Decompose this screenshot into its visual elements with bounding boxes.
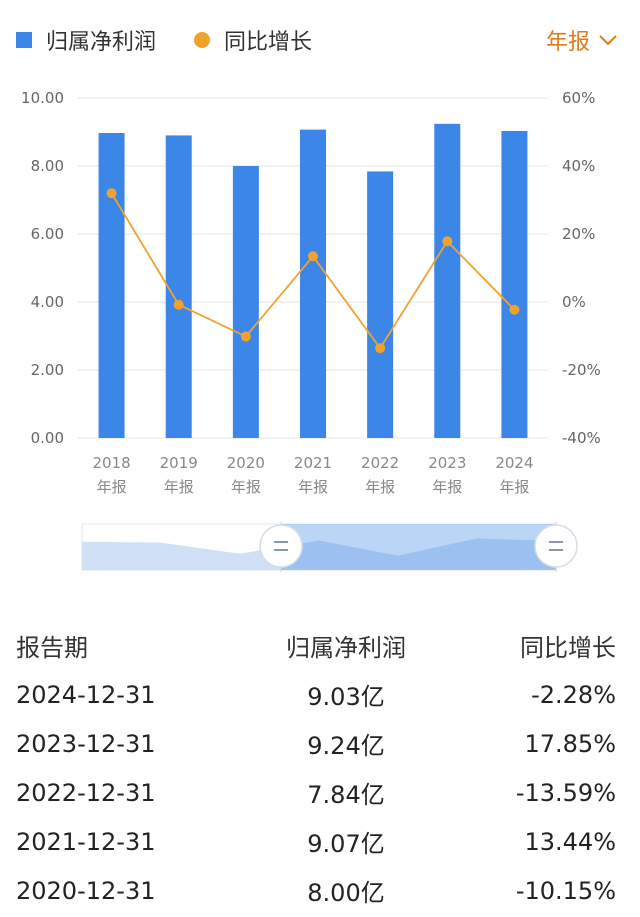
growth-point-2021: [308, 251, 318, 262]
cell-profit: 9.07亿: [307, 830, 385, 858]
header-profit[interactable]: 归属净利润: [286, 633, 406, 662]
growth-point-2024: [509, 304, 520, 315]
growth-point-2023: [442, 236, 453, 247]
cell-date: 2022-12-31: [16, 778, 156, 807]
x-tick-label: 2020: [227, 454, 265, 472]
x-tick-sublabel: 年报: [298, 478, 328, 496]
cell-growth: 13.44%: [524, 827, 616, 856]
x-tick-label: 2018: [92, 454, 130, 472]
growth-point-2019: [173, 299, 184, 310]
x-tick-sublabel: 年报: [432, 478, 462, 496]
bar-profit-2021: [300, 129, 326, 438]
bar-profit-2024: [501, 130, 528, 439]
cell-date: 2023-12-31: [16, 729, 156, 758]
legend-profit-label: 归属净利润: [46, 30, 157, 55]
y-left-tick-label: 0.00: [31, 429, 64, 447]
x-tick-sublabel: 年报: [97, 478, 127, 496]
header-growth[interactable]: 同比增长: [520, 633, 616, 662]
table-row[interactable]: 2022-12-31 7.84亿 -13.59%: [16, 768, 616, 817]
table-header-row: 报告期 归属净利润 同比增长: [16, 620, 616, 670]
bar-profit-2022: [367, 171, 394, 438]
y-left-tick-label: 10.00: [21, 89, 64, 107]
range-slider[interactable]: [0, 518, 640, 578]
line-swatch-icon: [194, 32, 211, 48]
legend-growth-label: 同比增长: [224, 30, 313, 55]
y-left-tick-label: 8.00: [31, 157, 64, 175]
table-row[interactable]: 2023-12-31 9.24亿 17.85%: [16, 719, 616, 768]
y-right-tick-label: -20%: [562, 361, 601, 379]
chevron-down-icon: [598, 28, 618, 53]
bar-profit-2018: [98, 133, 125, 438]
x-tick-sublabel: 年报: [365, 478, 395, 496]
bar-profit-2019: [165, 135, 192, 438]
x-tick-label: 2021: [294, 454, 332, 472]
slider-handle-left[interactable]: [259, 524, 303, 568]
profit-table: 报告期 归属净利润 同比增长 2024-12-31 9.03亿 -2.28% 2023…: [16, 620, 616, 915]
profit-chart: 0.00 2.00 4.00 6.00 8.00 10.00 -40% -20% 0% 20% 40…: [21, 89, 601, 496]
cell-profit: 9.24亿: [307, 732, 385, 760]
cell-growth: -10.15%: [515, 876, 616, 905]
slider-handle-right[interactable]: [534, 524, 578, 568]
x-tick-sublabel: 年报: [164, 478, 194, 496]
y-left-tick-label: 6.00: [31, 225, 64, 243]
bar-profit-2023: [434, 123, 461, 438]
period-dropdown[interactable]: 年报: [546, 24, 618, 56]
x-tick-label: 2024: [495, 454, 533, 472]
cell-growth: 17.85%: [524, 729, 616, 758]
x-tick-sublabel: 年报: [231, 478, 261, 496]
slider-preview-area: [82, 538, 556, 570]
y-left-tick-label: 4.00: [31, 293, 64, 311]
growth-point-2018: [106, 188, 117, 199]
slider-selection[interactable]: [281, 524, 556, 570]
period-label: 年报: [545, 30, 590, 55]
x-tick-sublabel: 年报: [499, 478, 529, 496]
growth-point-2020: [240, 331, 251, 342]
y-right-tick-label: 40%: [562, 157, 595, 175]
table-row[interactable]: 2024-12-31 9.03亿 -2.28%: [16, 670, 616, 719]
y-right-tick-label: 60%: [562, 89, 595, 107]
y-right-tick-label: -40%: [562, 429, 601, 447]
x-tick-label: 2023: [428, 454, 466, 472]
cell-date: 2020-12-31: [16, 876, 156, 905]
cell-profit: 9.03亿: [307, 683, 385, 711]
cell-profit: 8.00亿: [307, 879, 385, 907]
table-row[interactable]: 2021-12-31 9.07亿 13.44%: [16, 817, 616, 866]
y-left-tick-label: 2.00: [31, 361, 64, 379]
y-right-tick-label: 20%: [562, 225, 595, 243]
cell-growth: -13.59%: [515, 778, 616, 807]
header-period[interactable]: 报告期: [16, 633, 88, 662]
legend-item-growth[interactable]: 同比增长: [194, 24, 312, 56]
y-right-tick-label: 0%: [562, 293, 586, 311]
x-tick-label: 2022: [361, 454, 399, 472]
cell-growth: -2.28%: [531, 680, 616, 709]
cell-date: 2024-12-31: [16, 680, 156, 709]
bar-profit-2020: [232, 166, 259, 438]
x-tick-label: 2019: [160, 454, 198, 472]
table-row[interactable]: 2020-12-31 8.00亿 -10.15%: [16, 866, 616, 915]
cell-profit: 7.84亿: [307, 781, 385, 809]
bar-swatch-icon: [16, 32, 32, 48]
growth-point-2022: [375, 343, 386, 354]
chart-legend: 归属净利润 同比增长: [16, 24, 616, 56]
cell-date: 2021-12-31: [16, 827, 156, 856]
legend-item-profit[interactable]: 归属净利润: [16, 24, 156, 56]
